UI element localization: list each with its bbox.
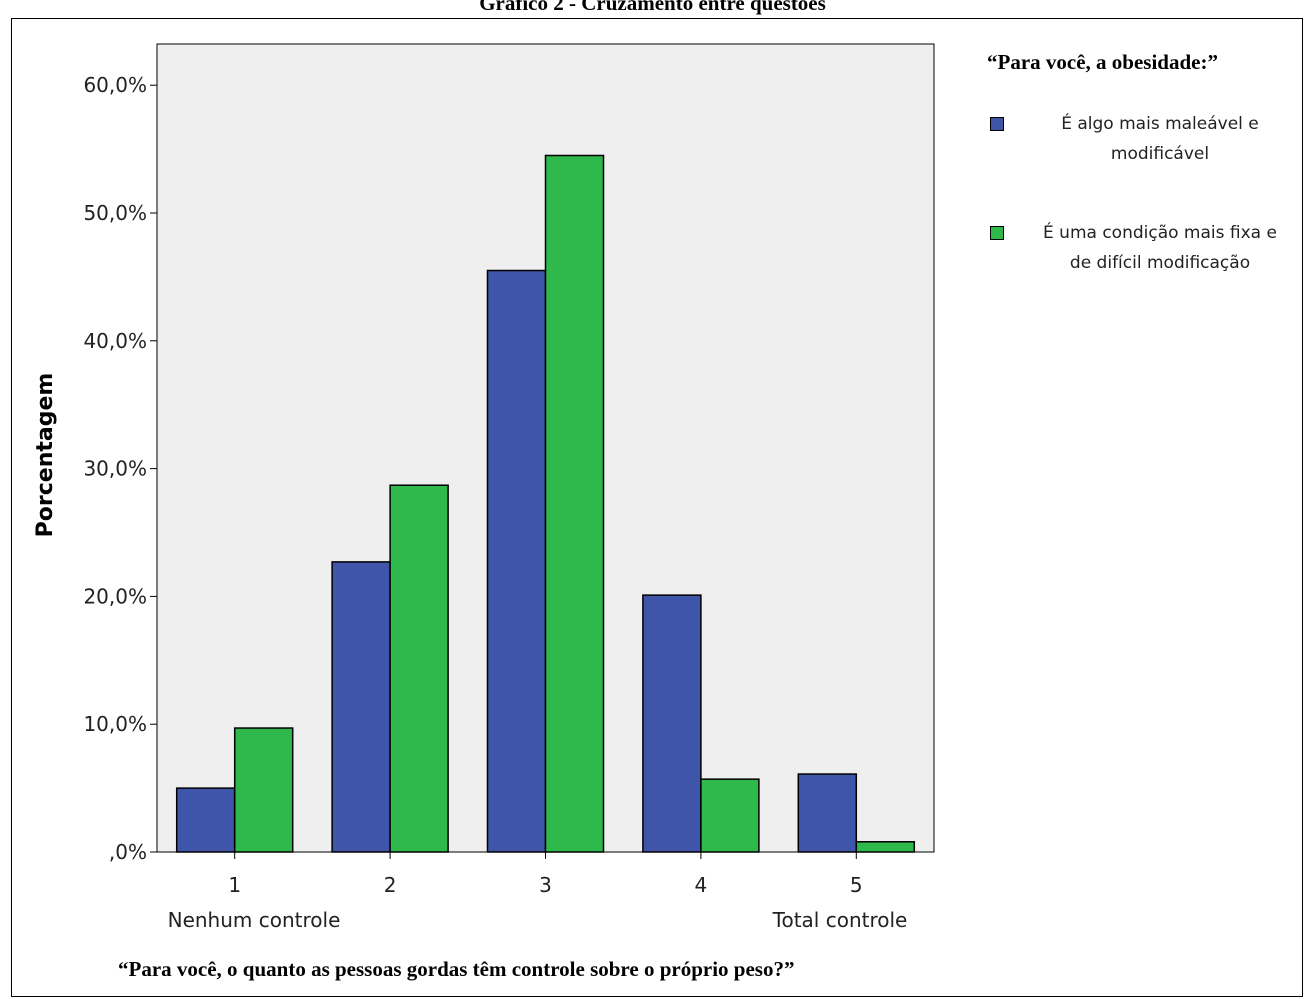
bar-maleavel-4 xyxy=(642,594,702,853)
legend-swatch-green xyxy=(990,226,1004,240)
bar-fixa-1 xyxy=(233,727,294,853)
y-tick-label: 30,0% xyxy=(83,457,147,481)
y-axis-title: Porcentagem xyxy=(33,373,58,538)
y-tick-label: 10,0% xyxy=(83,712,147,736)
x-axis-title: “Para você, o quanto as pessoas gordas t… xyxy=(118,957,795,981)
x-tick-label: 1 xyxy=(228,873,241,897)
bar-maleavel-5 xyxy=(797,773,858,853)
bar-fixa-3 xyxy=(544,154,605,853)
y-tick-label: 20,0% xyxy=(83,584,147,608)
y-tick-label: ,0% xyxy=(109,840,147,864)
legend: “Para você, a obesidade:” É algo mais ma… xyxy=(987,50,1302,273)
y-tick-label: 50,0% xyxy=(83,201,147,225)
bar-fixa-5 xyxy=(855,841,916,853)
x-tick-label: 4 xyxy=(695,873,708,897)
x-tick-label: 5 xyxy=(850,873,863,897)
page-title: Gráfico 2 - Cruzamento entre questões xyxy=(479,0,826,15)
bar-fixa-2 xyxy=(389,484,449,853)
x-tick-label: 3 xyxy=(539,873,552,897)
y-tick-label: 40,0% xyxy=(83,329,147,353)
bar-fixa-4 xyxy=(700,778,760,853)
x-sublabel-last: Total controle xyxy=(772,908,908,932)
x-sublabel-first: Nenhum controle xyxy=(168,908,341,932)
legend-label: É algo mais maleável e modificável xyxy=(1061,114,1259,164)
legend-label: É uma condição mais fixa e de difícil mo… xyxy=(1043,223,1277,273)
bar-maleavel-2 xyxy=(331,561,391,853)
y-tick-label: 60,0% xyxy=(83,73,147,97)
legend-title: “Para você, a obesidade:” xyxy=(987,50,1218,74)
x-tick-label: 2 xyxy=(384,873,397,897)
legend-swatch-blue xyxy=(990,117,1004,131)
bar-maleavel-1 xyxy=(175,787,236,853)
bar-maleavel-3 xyxy=(486,269,547,853)
chart-frame xyxy=(11,18,1303,997)
